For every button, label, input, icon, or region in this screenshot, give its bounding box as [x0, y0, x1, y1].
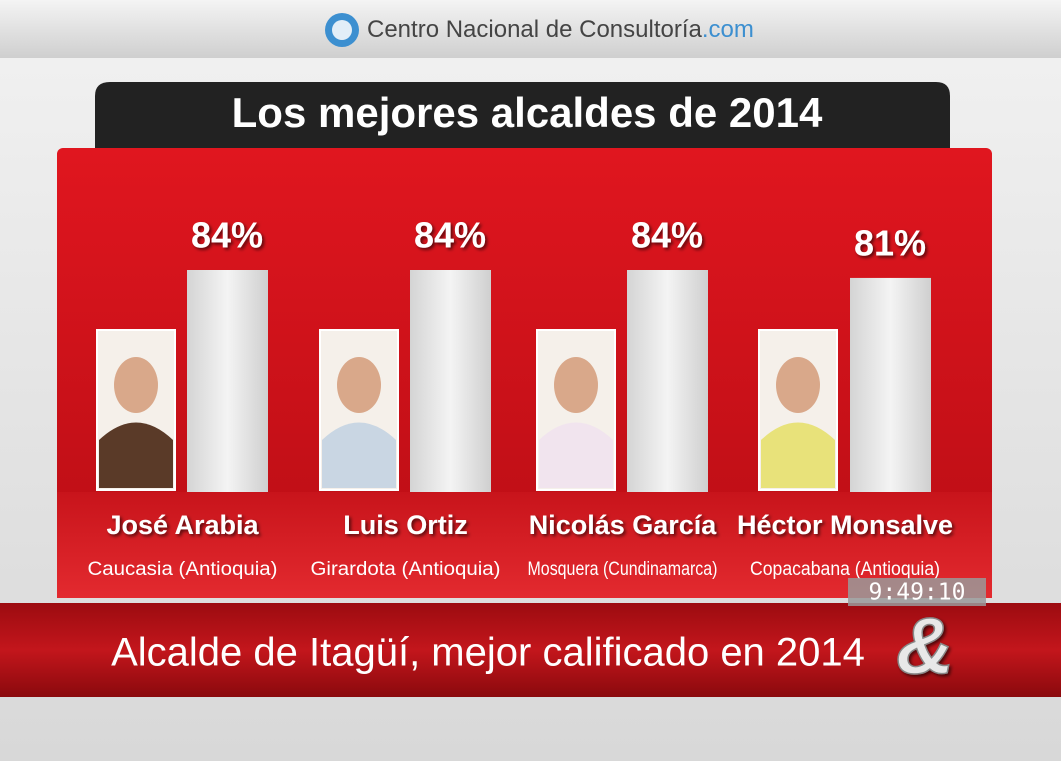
bar: [410, 270, 491, 492]
candidate-location: Caucasia (Antioquia): [88, 559, 278, 580]
candidate-name: Luis Ortiz: [343, 510, 468, 540]
channel-logo: &: [896, 601, 954, 690]
time-box: [848, 578, 986, 606]
name-band: [57, 492, 992, 598]
brand-name: Centro Nacional de Consultoría: [367, 16, 703, 43]
plot: 84% José Arabia Caucasia (Antioquia) 84% Lui…: [88, 215, 954, 581]
candidate-name: José Arabia: [106, 510, 259, 540]
value-label: 84%: [631, 215, 703, 256]
headline-banner: [0, 603, 1061, 697]
photo-body: [539, 422, 613, 488]
photo-head: [337, 357, 381, 413]
value-label: 84%: [191, 215, 263, 256]
value-label: 84%: [414, 215, 486, 256]
photo-body: [761, 422, 835, 488]
photo-head: [554, 357, 598, 413]
chart-title: Los mejores alcaldes de 2014: [232, 89, 823, 136]
title-box: [95, 82, 950, 148]
header-bar: [0, 0, 1061, 58]
candidate-name: Héctor Monsalve: [737, 510, 953, 540]
bar: [627, 270, 708, 492]
candidate-location: Girardota (Antioquia): [311, 559, 501, 580]
brand-suffix: .com: [702, 16, 754, 43]
value-label: 81%: [854, 222, 926, 263]
photo-head: [114, 357, 158, 413]
bar: [187, 270, 268, 492]
logo-inner: [332, 20, 352, 40]
candidate-name: Nicolás García: [529, 510, 718, 540]
photo-head: [776, 357, 820, 413]
photo-body: [99, 422, 173, 488]
candidate-location: Mosquera (Cundinamarca): [528, 559, 718, 580]
photo-body: [322, 422, 396, 488]
headline: Alcalde de Itagüí, mejor calificado en 2…: [111, 631, 865, 675]
brand: Centro Nacional de Consultoría.com: [367, 16, 754, 43]
time: 9:49:10: [869, 580, 966, 606]
candidate-location: Copacabana (Antioquia): [750, 559, 940, 580]
bar: [850, 277, 931, 492]
